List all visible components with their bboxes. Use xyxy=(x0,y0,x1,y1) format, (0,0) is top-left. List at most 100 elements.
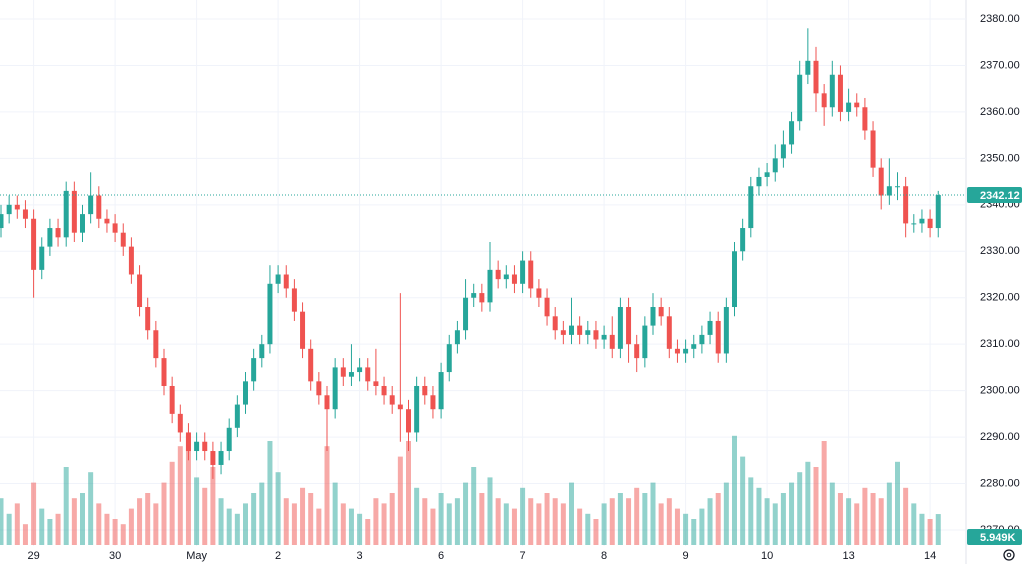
volume-bar xyxy=(846,498,852,545)
volume-bar xyxy=(674,508,680,545)
x-tick-label: 8 xyxy=(601,550,607,562)
volume-bar xyxy=(137,498,143,545)
candles xyxy=(0,28,941,479)
candle-body xyxy=(723,307,729,354)
candle-body xyxy=(520,260,526,284)
last-price-tag xyxy=(967,186,1022,203)
candle-body xyxy=(153,330,159,359)
y-tick-label: 2300.00 xyxy=(980,385,1020,397)
candle-body xyxy=(406,409,411,433)
candle-body xyxy=(373,381,379,386)
volume-bar xyxy=(927,519,933,545)
candle-body xyxy=(185,432,191,452)
candle-body xyxy=(650,307,656,326)
volume-bar xyxy=(471,467,477,545)
volume-bar xyxy=(161,482,167,545)
settings-gear-center[interactable] xyxy=(1006,552,1012,558)
volume-bar xyxy=(340,503,346,545)
volume-bar xyxy=(0,498,4,545)
x-tick-label: 2 xyxy=(275,550,281,562)
candle-body xyxy=(789,121,795,145)
candle-body xyxy=(365,367,371,382)
volume-bar xyxy=(577,508,583,545)
candle-body xyxy=(813,60,819,94)
y-tick-label: 2290.00 xyxy=(980,431,1020,443)
volume-bar xyxy=(495,498,501,545)
candle-body xyxy=(935,194,941,229)
volume-bar xyxy=(487,477,493,545)
volume-bar xyxy=(202,487,208,545)
volume-bar xyxy=(862,487,868,545)
volume-bar xyxy=(234,513,240,545)
volume-bar xyxy=(617,493,623,545)
last-volume-label: 5.949K xyxy=(980,532,1016,544)
candle-body xyxy=(6,204,12,215)
volume-bar xyxy=(707,498,713,545)
candle-body xyxy=(357,367,363,373)
x-tick-label: 6 xyxy=(438,550,444,562)
y-tick-label: 2380.00 xyxy=(980,13,1020,25)
candle-body xyxy=(0,214,4,229)
volume-bar xyxy=(634,487,640,545)
candle-body xyxy=(397,404,403,410)
candle-body xyxy=(324,395,330,410)
candle-body xyxy=(430,395,436,410)
candle-body xyxy=(560,330,566,335)
volume-bar xyxy=(593,519,599,545)
volume-bar xyxy=(365,519,371,545)
volume-bar xyxy=(389,493,395,545)
volume-bar xyxy=(764,498,770,545)
candle-body xyxy=(642,325,648,359)
volume-bar xyxy=(348,508,354,545)
candle-body xyxy=(226,427,232,452)
y-tick-label: 2280.00 xyxy=(980,477,1020,489)
volume-bar xyxy=(332,482,338,545)
settings-gear[interactable] xyxy=(1003,549,1015,561)
candle-body xyxy=(772,158,778,173)
candle-body xyxy=(837,74,843,112)
volume-bar xyxy=(373,498,379,545)
candle-body xyxy=(870,130,876,168)
volume-bar xyxy=(552,498,558,545)
candle-body xyxy=(446,344,452,373)
volume-bar xyxy=(780,493,786,545)
candle-body xyxy=(878,167,884,196)
candle-body xyxy=(829,74,835,108)
candle-body xyxy=(511,274,517,284)
y-tick-label: 2330.00 xyxy=(980,245,1020,257)
volume-bar xyxy=(789,482,795,545)
volume-bar xyxy=(406,441,411,545)
volume-bar xyxy=(71,498,77,545)
settings-icon[interactable] xyxy=(1003,549,1015,561)
candle-body xyxy=(381,385,387,396)
candle-body xyxy=(748,186,754,229)
candle-body xyxy=(544,297,550,317)
volume-bar xyxy=(683,513,689,545)
x-tick-label: 14 xyxy=(924,550,936,562)
volume-bar xyxy=(47,519,53,545)
volume-bar xyxy=(895,461,900,545)
volume-bars xyxy=(0,435,941,545)
candle-body xyxy=(895,186,900,188)
volume-bar xyxy=(732,435,737,545)
last-volume-tag xyxy=(967,529,1022,545)
candle-body xyxy=(340,367,346,377)
volume-bar xyxy=(805,461,811,545)
volume-bar xyxy=(626,498,632,545)
volume-bar xyxy=(300,487,306,545)
candle-body xyxy=(927,218,933,229)
volume-bar xyxy=(251,493,257,545)
candle-body xyxy=(764,172,770,177)
volume-bar xyxy=(357,513,363,545)
candle-body xyxy=(707,320,713,335)
candle-body xyxy=(626,307,632,345)
volume-bar xyxy=(691,519,697,545)
volume-bar xyxy=(31,482,37,545)
candle-body xyxy=(104,218,110,224)
candle-body xyxy=(438,372,444,410)
candle-body xyxy=(137,274,143,308)
candle-body xyxy=(585,330,591,335)
candle-body xyxy=(169,385,175,414)
volume-bar xyxy=(267,441,273,545)
candle-body xyxy=(308,348,314,382)
